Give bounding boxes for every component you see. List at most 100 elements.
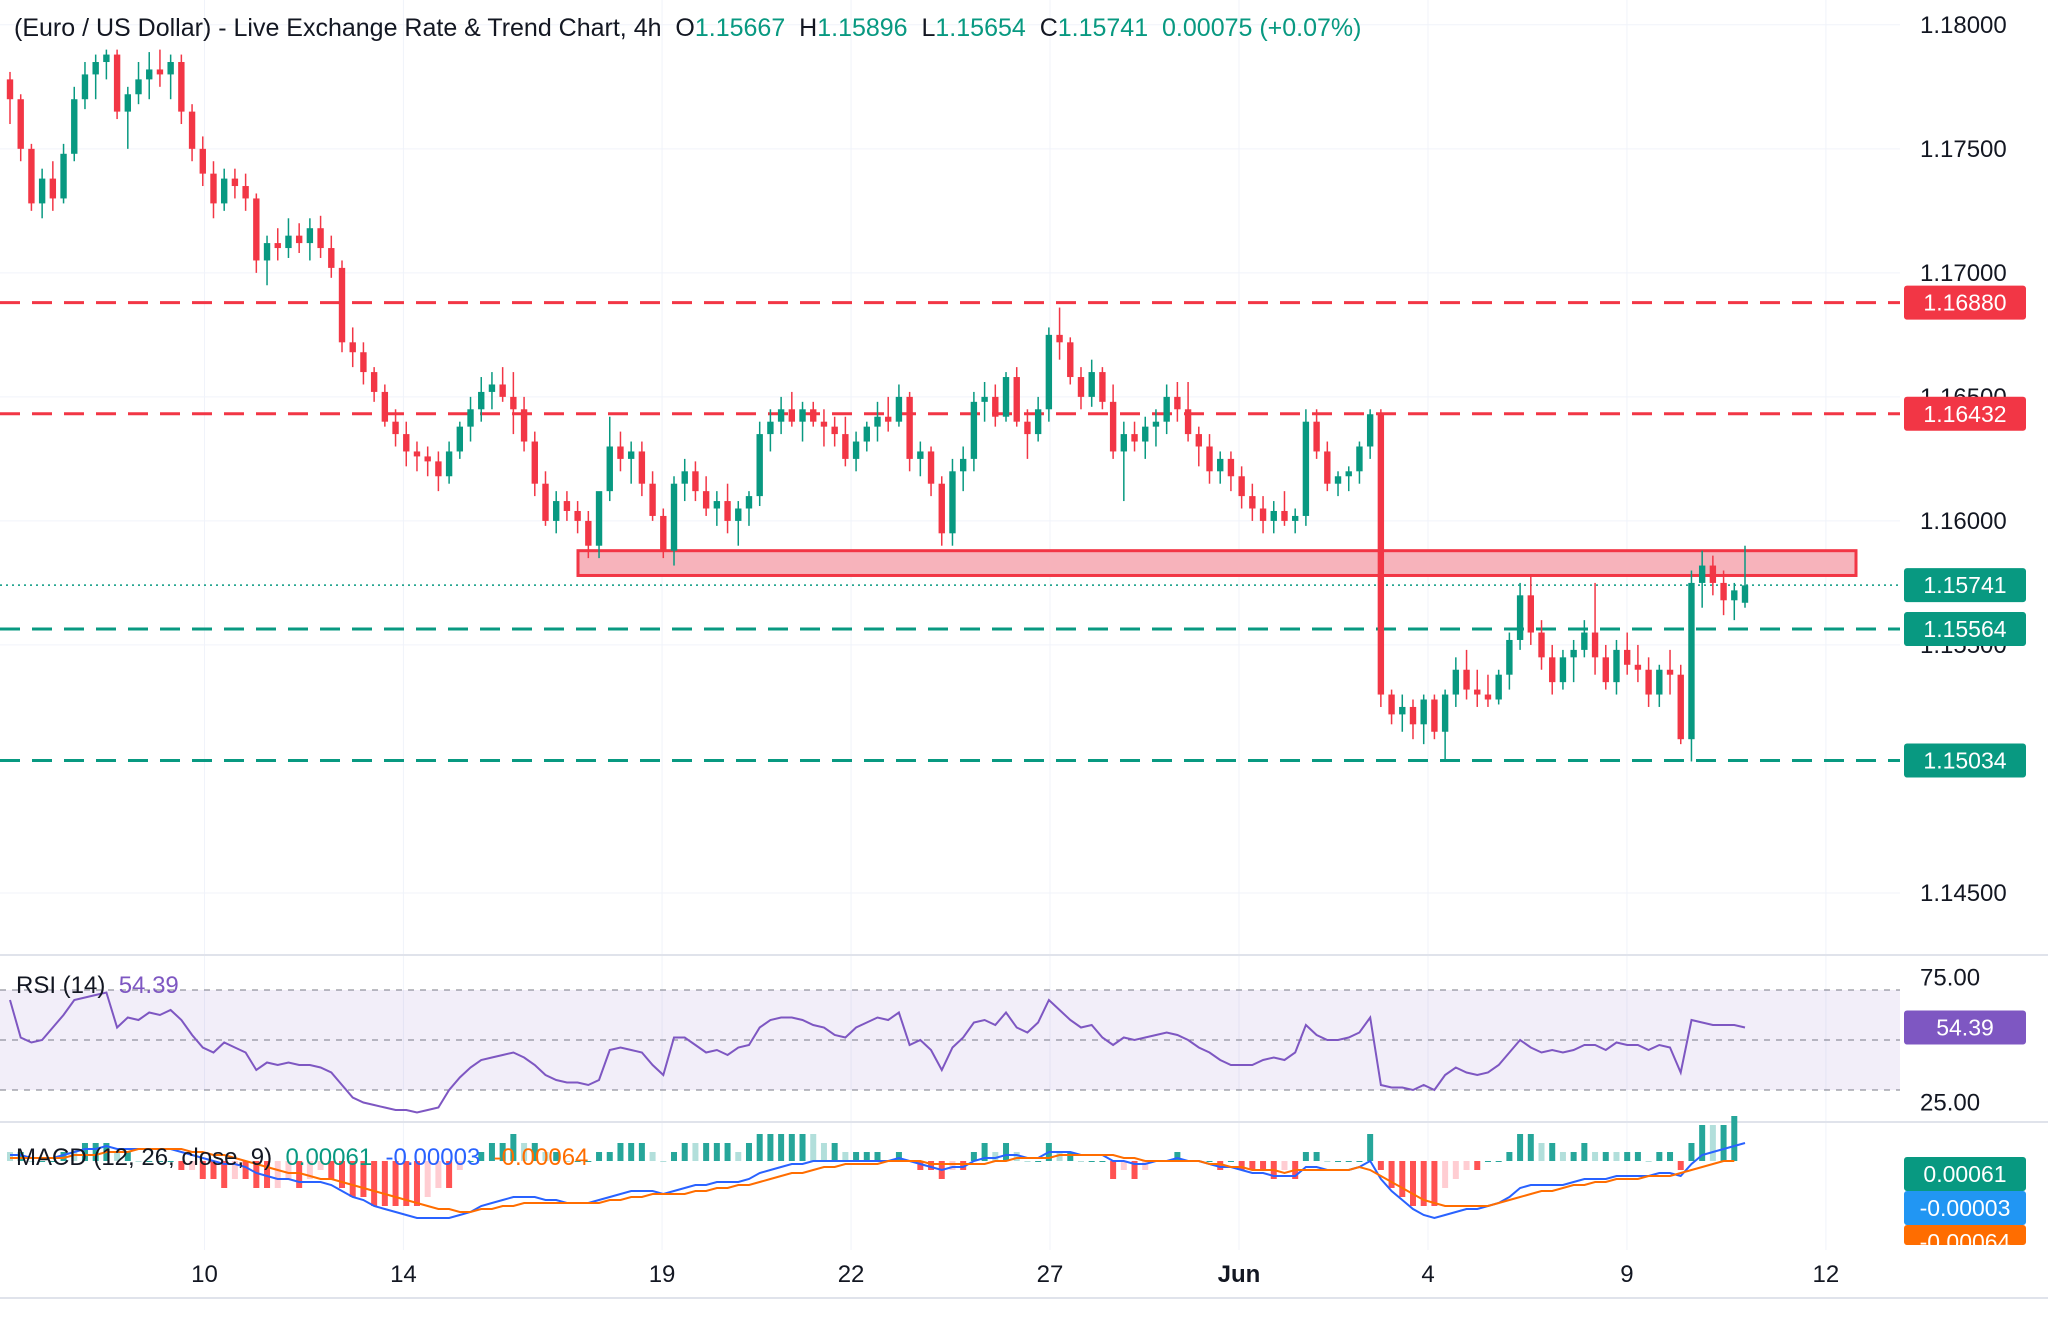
- low-label: L: [921, 14, 936, 42]
- candle-body: [1313, 421, 1320, 452]
- macd-histogram-bar: [1003, 1143, 1010, 1161]
- candle-body: [338, 267, 346, 343]
- macd-histogram-bar: [1720, 1125, 1727, 1161]
- macd-histogram-bar: [1067, 1152, 1074, 1161]
- candle-body: [981, 396, 988, 402]
- candle-body: [178, 62, 185, 112]
- candle-body: [1249, 496, 1256, 509]
- macd-histogram-bar: [60, 1152, 67, 1161]
- candle-body: [1559, 657, 1567, 683]
- candle-body: [328, 248, 335, 268]
- candle-body: [1217, 458, 1224, 472]
- candle-body: [1206, 446, 1213, 472]
- candle-body: [670, 483, 678, 551]
- macd-histogram-bar: [671, 1152, 678, 1161]
- macd-histogram-bar: [799, 1134, 806, 1161]
- candle-body: [1356, 446, 1363, 472]
- candle-body: [49, 178, 57, 199]
- open-value: 1.15667: [694, 14, 786, 42]
- x-tick-label: Jun: [1218, 1261, 1261, 1288]
- macd-histogram-bar: [810, 1134, 817, 1161]
- macd-histogram-bar: [981, 1143, 988, 1161]
- macd-histogram-bar: [788, 1134, 795, 1161]
- macd-histogram-bar: [1238, 1161, 1245, 1170]
- candle-body: [1720, 582, 1727, 601]
- candle-body: [810, 409, 817, 422]
- candle-body: [563, 501, 571, 511]
- macd-histogram-bar: [135, 1161, 142, 1162]
- macd-histogram-bar: [1581, 1143, 1588, 1161]
- x-tick-label: 4: [1421, 1261, 1434, 1288]
- price-tick-label: 1.17000: [1920, 260, 2007, 287]
- macd-histogram-bar: [467, 1161, 474, 1162]
- macd-histogram-bar: [167, 1161, 174, 1162]
- macd-histogram-bar: [949, 1161, 956, 1170]
- candle-body: [842, 434, 849, 459]
- x-tick-label: 22: [838, 1261, 865, 1288]
- macd-histogram-bar: [1506, 1152, 1513, 1161]
- candle-body: [1388, 694, 1395, 715]
- candle-body: [1013, 377, 1020, 422]
- candle-body: [71, 99, 78, 154]
- macd-histogram-bar: [681, 1143, 688, 1161]
- macd-histogram-bar: [1260, 1161, 1267, 1170]
- candle-body: [124, 94, 132, 112]
- macd-histogram-bar: [349, 1161, 356, 1197]
- price-tick-label: 1.14500: [1920, 880, 2007, 907]
- macd-histogram-bar: [1688, 1143, 1695, 1161]
- macd-histogram-bar: [446, 1161, 453, 1188]
- low-value: 1.15654: [935, 14, 1026, 42]
- rsi-legend: RSI (14) 54.39: [16, 972, 179, 1000]
- candle-body: [1034, 409, 1042, 435]
- macd-histogram-bar: [735, 1152, 742, 1161]
- candle-body: [531, 441, 538, 484]
- candle-body: [627, 451, 635, 459]
- macd-histogram-bar: [221, 1161, 228, 1188]
- rsi-tick-label: 25.00: [1920, 1090, 1980, 1117]
- macd-histogram-bar: [1024, 1161, 1031, 1162]
- candle-body: [1506, 639, 1513, 675]
- macd-line: [10, 1142, 1746, 1220]
- macd-signal-value: -0.00064: [493, 1144, 589, 1171]
- close-label: C: [1039, 14, 1058, 42]
- candle-body: [1441, 694, 1449, 732]
- candle-body: [1549, 657, 1556, 683]
- candle-body: [445, 451, 453, 477]
- macd-histogram-bar: [1549, 1143, 1556, 1161]
- candle-body: [1431, 699, 1438, 732]
- candle-body: [188, 111, 196, 149]
- candle-body: [831, 426, 838, 435]
- candle-body: [1270, 510, 1277, 521]
- candle-body: [424, 456, 431, 462]
- candle-body: [1709, 565, 1717, 583]
- candle-body: [756, 434, 763, 497]
- macd-histogram-bar: [1645, 1161, 1652, 1162]
- macd-histogram-bar: [178, 1161, 185, 1170]
- candle-body: [1002, 377, 1010, 417]
- macd-histogram-bar: [628, 1143, 635, 1161]
- macd-histogram-bar: [242, 1161, 249, 1179]
- macd-histogram-bar: [317, 1161, 324, 1170]
- macd-histogram-bar: [563, 1161, 570, 1162]
- macd-histogram-bar: [1634, 1152, 1641, 1161]
- current-price-tag: [1904, 568, 2026, 603]
- macd-histogram-bar: [403, 1161, 410, 1206]
- macd-histogram-bar: [1377, 1161, 1384, 1170]
- macd-histogram-bar: [863, 1152, 870, 1161]
- macd-histogram-bar: [264, 1161, 271, 1188]
- candle-body: [724, 501, 731, 521]
- candle-body: [585, 520, 592, 546]
- candle-body: [1645, 669, 1652, 695]
- price-level-label: 1.15564: [1923, 616, 2006, 642]
- candle-body: [392, 421, 399, 435]
- macd-histogram-bar: [895, 1152, 902, 1161]
- candle-body: [92, 62, 99, 75]
- macd-signal-tag: -0.00064: [1904, 1225, 2026, 1245]
- candle-body: [1420, 699, 1427, 725]
- macd-histogram-bar: [210, 1161, 217, 1179]
- candle-body: [510, 396, 517, 410]
- macd-histogram-bar: [917, 1161, 924, 1170]
- candle-body: [1334, 476, 1342, 484]
- candle-body: [146, 69, 153, 80]
